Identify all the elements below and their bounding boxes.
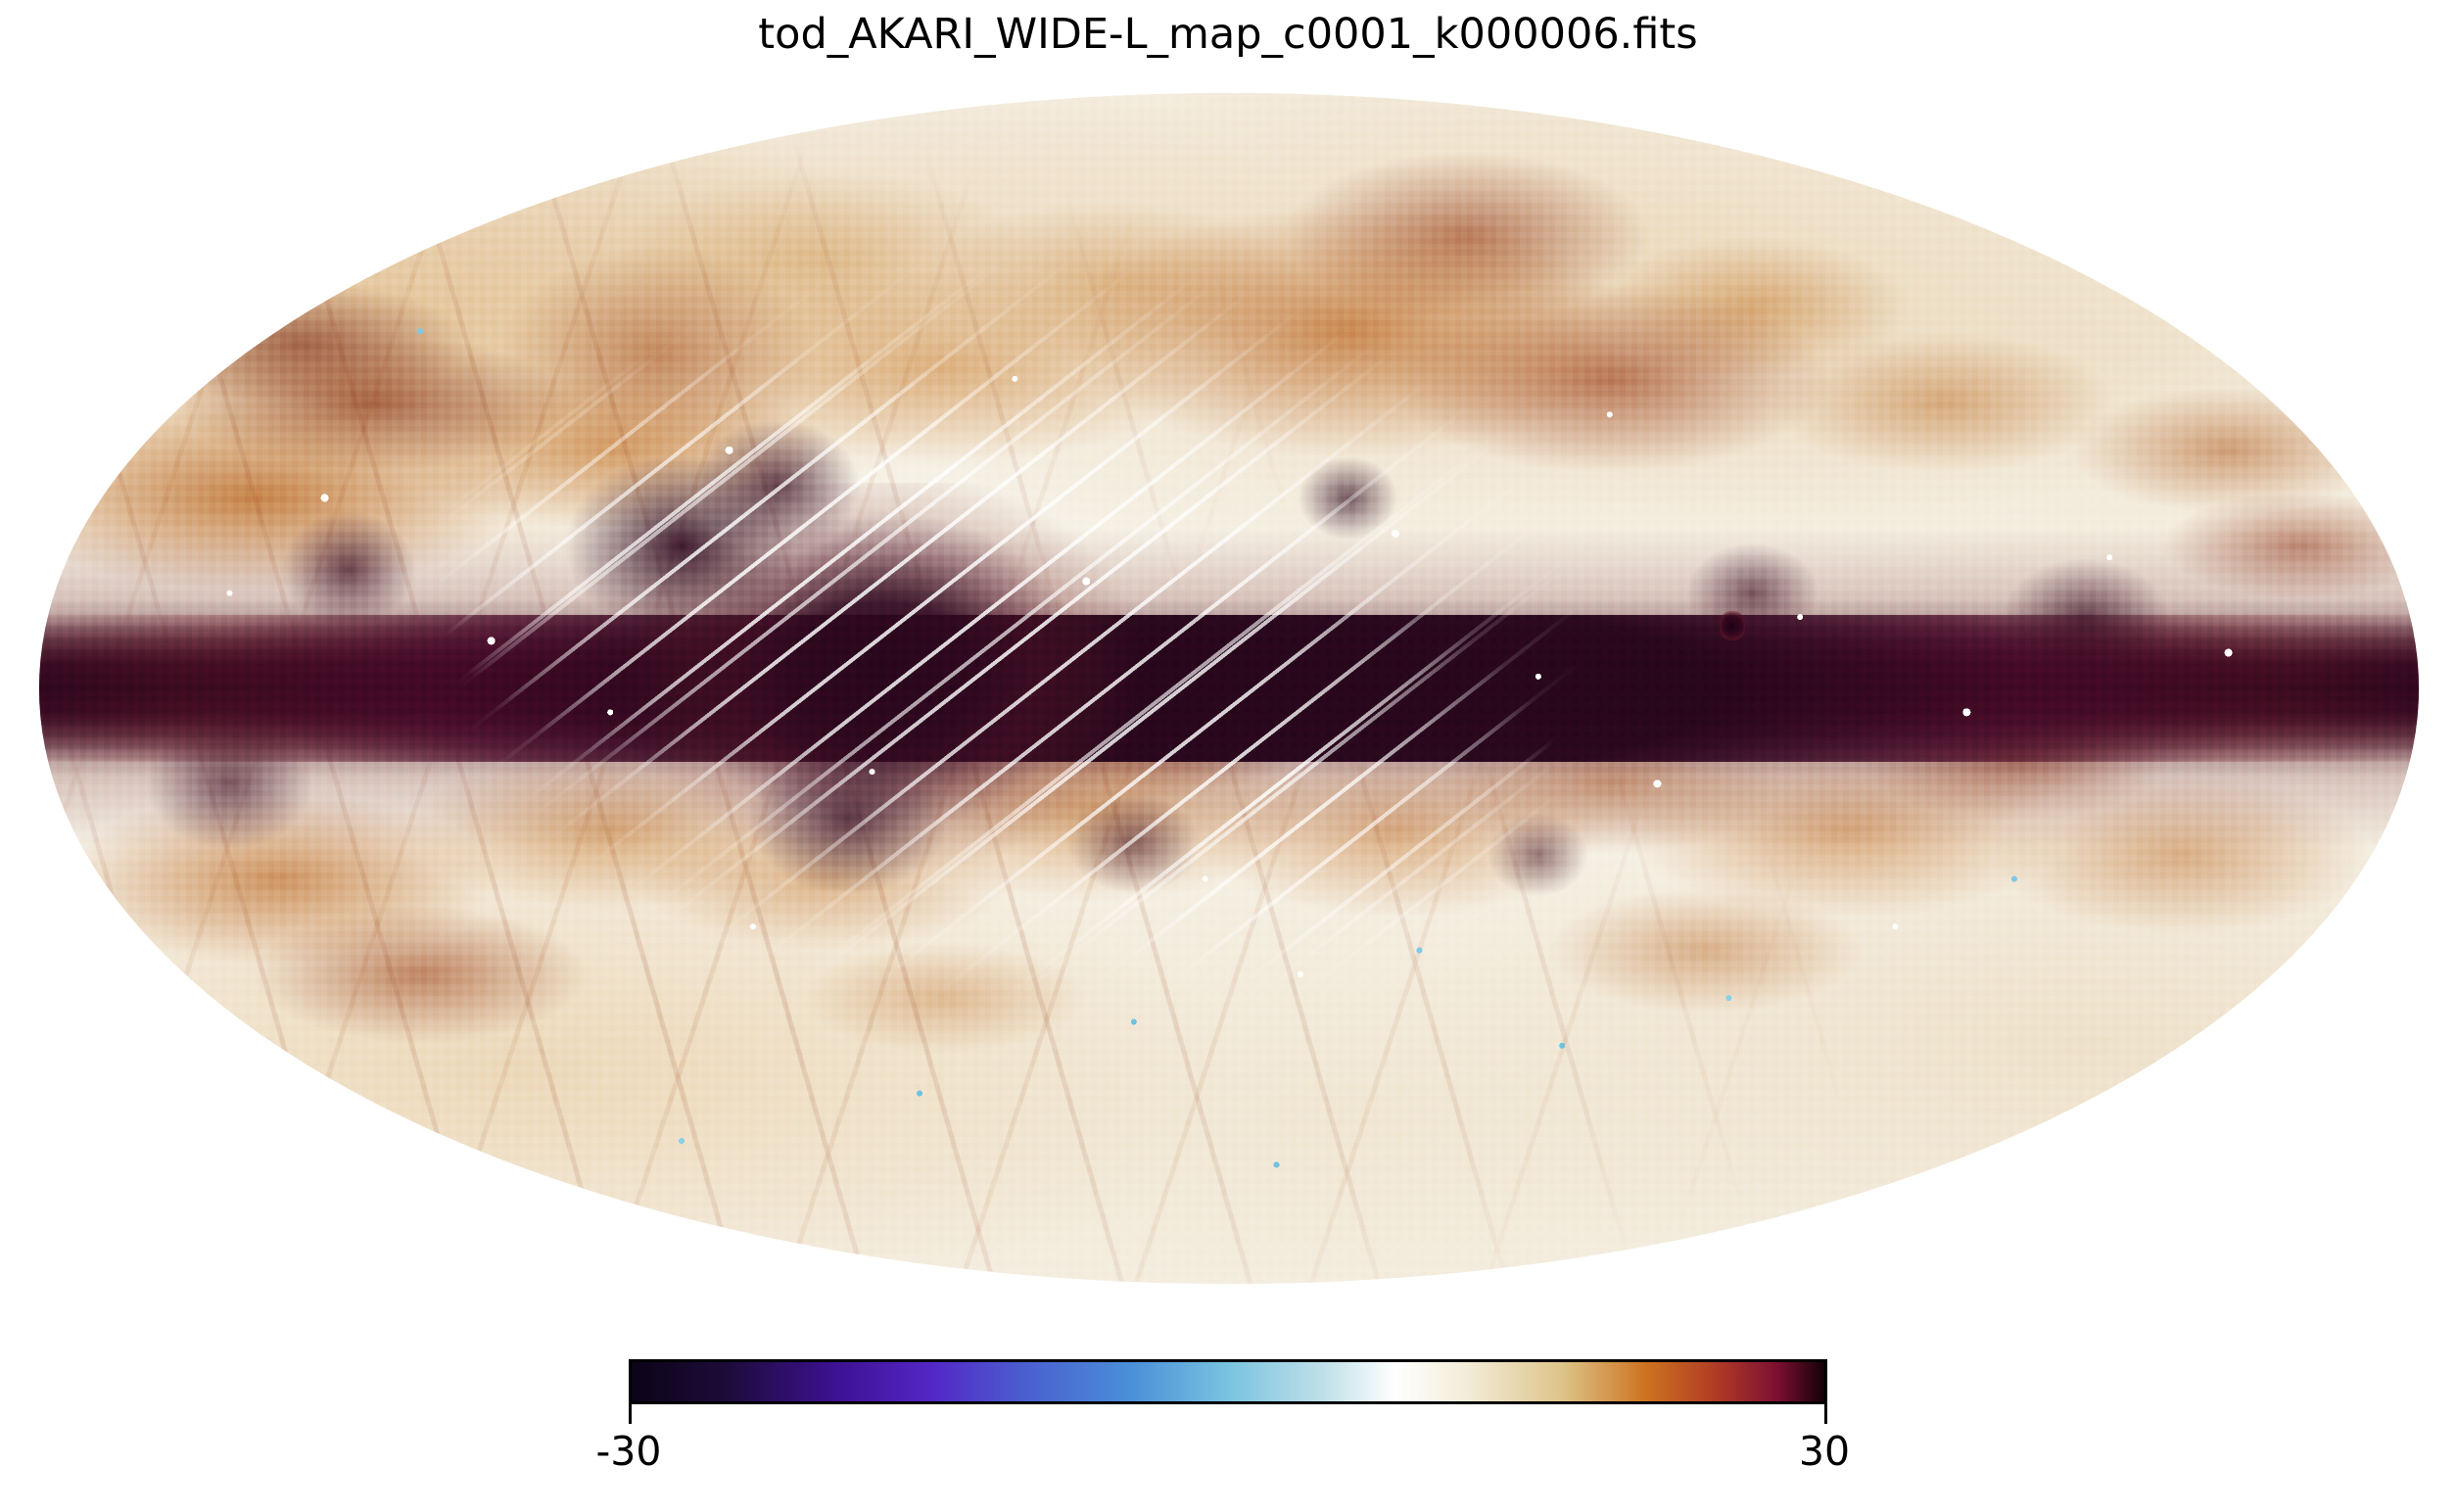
page-title: tod_AKARI_WIDE-L_map_c0001_k000006.fits <box>758 10 1698 59</box>
colorbar-gradient <box>632 1362 1824 1401</box>
allsky-map <box>39 93 2419 1284</box>
colorbar-label-max: 30 <box>1798 1428 1851 1475</box>
colorbar-track <box>629 1359 1827 1404</box>
compact-source-icon <box>1719 610 1745 640</box>
galactic-plane-band <box>39 615 2419 762</box>
galactic-bulge <box>610 483 1134 894</box>
colorbar-tick-min <box>629 1404 632 1424</box>
colorbar-tick-max <box>1824 1404 1827 1424</box>
colorbar-label-min: -30 <box>595 1428 662 1475</box>
mollweide-projection-ellipse <box>39 93 2419 1284</box>
colorbar: -30 30 <box>596 1359 1850 1475</box>
